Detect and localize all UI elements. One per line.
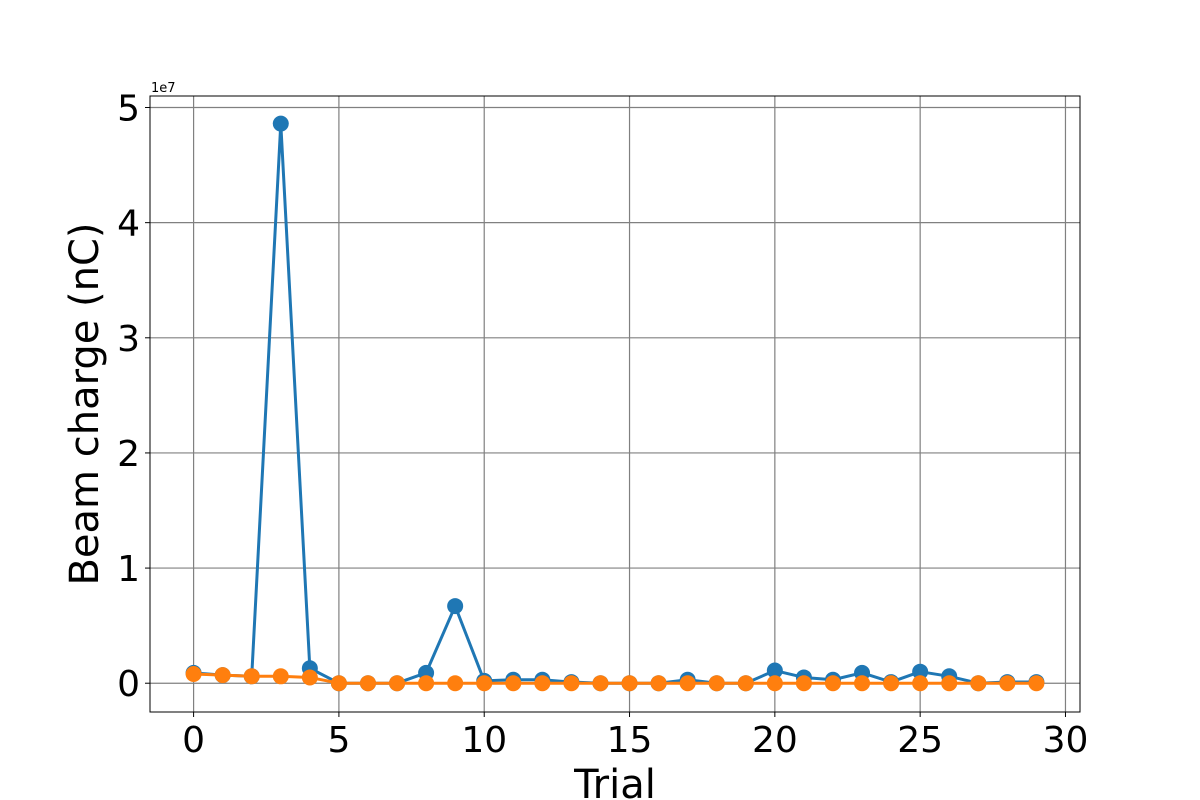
data-point: [679, 675, 696, 692]
data-point: [272, 668, 289, 685]
y-tick-label: 4: [117, 204, 140, 245]
y-tick-label: 0: [117, 664, 140, 705]
data-point: [912, 663, 929, 680]
series-1: [185, 115, 1045, 692]
data-point: [534, 675, 551, 692]
x-tick-label: 25: [897, 720, 943, 761]
x-tick-label: 5: [327, 720, 350, 761]
x-axis-label: Trial: [573, 762, 656, 800]
series-line: [193, 122, 1037, 685]
data-point: [621, 675, 638, 692]
data-point: [185, 666, 202, 683]
data-point: [330, 675, 347, 692]
plot-frame: [149, 95, 1081, 713]
x-tick-label: 0: [182, 720, 205, 761]
data-point: [737, 675, 754, 692]
y-axis-label: Beam charge (nC): [62, 222, 108, 585]
data-point: [941, 675, 958, 692]
data-point: [418, 675, 435, 692]
data-point: [505, 675, 522, 692]
data-point: [272, 115, 289, 132]
data-point: [447, 675, 464, 692]
data-point: [883, 675, 900, 692]
data-point: [243, 668, 260, 685]
data-point: [359, 675, 376, 692]
x-tick-label: 15: [607, 720, 653, 761]
data-point: [824, 675, 841, 692]
y-tick-label: 3: [117, 319, 140, 360]
data-point: [563, 675, 580, 692]
data-point: [912, 675, 929, 692]
y-tick-label: 1: [117, 549, 140, 590]
data-point: [650, 675, 667, 692]
y-tick-label: 5: [117, 89, 140, 130]
data-point: [301, 669, 318, 686]
data-point: [476, 675, 493, 692]
data-point: [766, 662, 783, 679]
data-point: [795, 675, 812, 692]
data-point: [1028, 675, 1045, 692]
data-point: [999, 675, 1016, 692]
grid-lines: [150, 96, 1080, 712]
data-point: [708, 675, 725, 692]
data-point: [766, 675, 783, 692]
x-tick-label: 10: [461, 720, 507, 761]
series-2: [185, 666, 1045, 692]
y-offset-label: 1e7: [151, 81, 176, 96]
x-tick-label: 30: [1043, 720, 1089, 761]
data-point: [214, 667, 231, 684]
x-tick-label: 20: [752, 720, 798, 761]
tick-labels: 0 5 10 15 20 25 30 0 1 2 3 4 5: [117, 89, 1088, 761]
series-layer: [185, 115, 1045, 692]
data-point: [854, 675, 871, 692]
data-point: [970, 675, 987, 692]
data-point: [592, 675, 609, 692]
data-point: [447, 598, 464, 615]
y-tick-label: 2: [117, 434, 140, 475]
data-point: [389, 675, 406, 692]
